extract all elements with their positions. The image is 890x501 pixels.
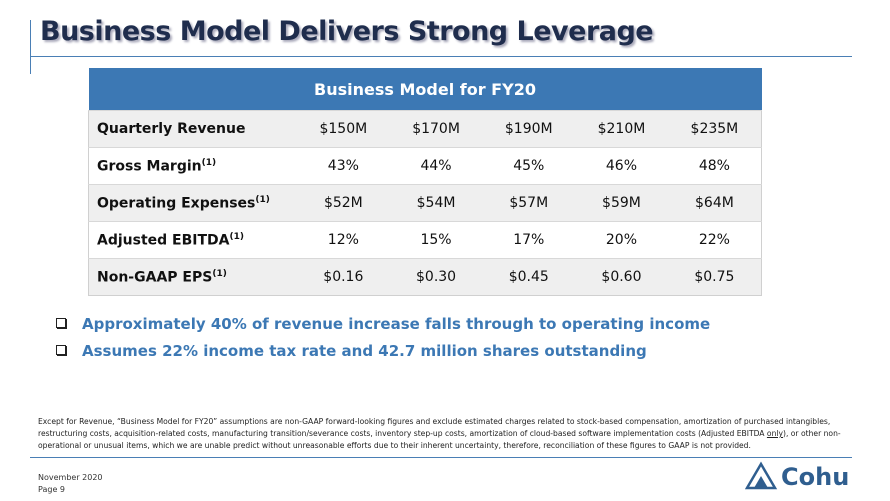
logo-text: Cohu (781, 463, 849, 491)
cell: $0.16 (297, 258, 390, 296)
cell: $0.45 (482, 258, 576, 296)
rule (30, 457, 852, 458)
bullet-text: Approximately 40% of revenue increase fa… (82, 315, 711, 333)
page-number: Page 9 (38, 485, 65, 494)
footnote-ref: (1) (201, 157, 217, 168)
bullet: Approximately 40% of revenue increase fa… (56, 315, 710, 333)
bullet-text: Assumes 22% income tax rate and 42.7 mil… (82, 342, 647, 360)
cell: $59M (575, 184, 668, 222)
row-label-cell: Quarterly Revenue (88, 110, 297, 148)
bullet: Assumes 22% income tax rate and 42.7 mil… (56, 342, 647, 360)
cell: 22% (667, 221, 762, 259)
rule (30, 20, 31, 74)
footnote-ref: (1) (212, 268, 227, 279)
cell: $210M (575, 110, 668, 148)
row-label: Quarterly Revenue (97, 121, 246, 137)
cell: $52M (297, 184, 390, 222)
row-label-cell: Non-GAAP EPS(1) (88, 258, 297, 296)
footer-date: November 2020 (38, 473, 103, 482)
cell: $64M (667, 184, 762, 222)
row-label-cell: Adjusted EBITDA(1) (88, 221, 297, 259)
row-label: Gross Margin (97, 158, 202, 175)
row-label: Operating Expenses (97, 195, 256, 212)
table-row: Quarterly Revenue $150M $170M $190M $210M $23… (88, 110, 762, 148)
table-row: Operating Expenses(1) $52M $54M $57M $59M $64… (88, 184, 762, 222)
cell: 48% (667, 147, 762, 185)
cell: 44% (389, 147, 483, 185)
table-row: Non-GAAP EPS(1) $0.16 $0.30 $0.45 $0.60 $0.75 (88, 258, 762, 296)
cell: $190M (482, 110, 576, 148)
cell: 43% (297, 147, 390, 185)
footnote-text: ), or other non-operational or unusual i… (38, 429, 841, 450)
table-row: Adjusted EBITDA(1) 12% 15% 17% 20% 22% (88, 221, 762, 259)
cell: $54M (389, 184, 483, 222)
table-title: Business Model for FY20 (88, 68, 762, 111)
row-label-cell: Gross Margin(1) (88, 147, 297, 185)
cell: $0.60 (575, 258, 668, 296)
row-label: Adjusted EBITDA (97, 232, 230, 249)
footnote-ref: (1) (229, 231, 245, 242)
logo: Cohu (745, 461, 849, 491)
cell: 20% (575, 221, 668, 259)
cell: $0.75 (667, 258, 762, 296)
business-model-table: Business Model for FY20 Quarterly Revenu… (88, 68, 762, 296)
cell: 15% (389, 221, 483, 259)
cell: 12% (297, 221, 390, 259)
cell: $235M (667, 110, 762, 148)
rule (30, 56, 852, 57)
footnote: Except for Revenue, “Business Model for … (38, 416, 856, 452)
table-row: Gross Margin(1) 43% 44% 45% 46% 48% (88, 147, 762, 185)
cell: $57M (482, 184, 576, 222)
footnote-ref: (1) (255, 194, 270, 205)
slide-title: Business Model Delivers Strong Leverage (40, 16, 654, 47)
cell: $170M (389, 110, 483, 148)
cell: 45% (482, 147, 576, 185)
row-label-cell: Operating Expenses(1) (88, 184, 297, 222)
footnote-text: Except for Revenue, “Business Model for … (38, 417, 831, 438)
footnote-emphasis: only (766, 429, 783, 438)
cell: $150M (297, 110, 390, 148)
cell: $0.30 (389, 258, 483, 296)
cell: 17% (482, 221, 576, 259)
row-label: Non-GAAP EPS (97, 269, 213, 286)
cell: 46% (575, 147, 668, 185)
